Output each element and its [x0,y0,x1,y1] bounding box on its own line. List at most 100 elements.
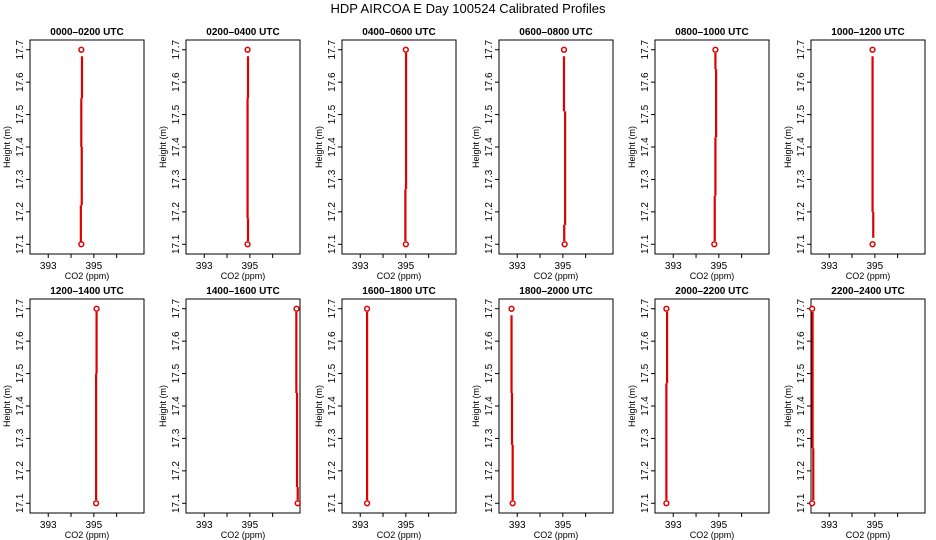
y-tick-label: 17.4 [796,137,807,157]
y-tick-label: 17.1 [15,234,26,254]
y-tick-label: 17.3 [171,428,182,448]
data-point [78,241,85,248]
panel-title: 1600–1800 UTC [362,286,435,297]
x-axis-label: CO2 (ppm) [377,530,422,540]
x-axis-label: CO2 (ppm) [846,530,891,540]
y-tick-label: 17.2 [796,461,807,481]
x-tick-label: 393 [352,520,369,531]
y-axis-label: Height (m) [314,126,324,168]
y-tick-label: 17.7 [796,40,807,60]
y-tick-label: 17.6 [640,331,651,351]
x-axis-label: CO2 (ppm) [690,530,735,540]
x-tick-label: 395 [85,261,102,272]
y-tick-label: 17.4 [484,396,495,416]
y-tick-label: 17.2 [796,202,807,222]
y-tick-label: 17.1 [796,493,807,513]
y-tick-label: 17.3 [15,169,26,189]
y-tick-label: 17.2 [171,202,182,222]
plot-frame [29,298,145,514]
y-tick-label: 17.7 [171,40,182,60]
x-tick-label: 395 [866,261,883,272]
data-point [93,305,100,312]
y-tick-label: 17.5 [640,363,651,383]
x-axis-label: CO2 (ppm) [65,271,110,281]
y-tick-label: 17.7 [15,40,26,60]
data-point [508,305,515,312]
y-axis-label: Height (m) [314,385,324,427]
y-axis-label: Height (m) [2,126,12,168]
y-tick-label: 17.3 [15,428,26,448]
data-point [402,241,409,248]
y-tick-label: 17.1 [327,234,338,254]
y-tick-label: 17.3 [327,169,338,189]
plot-frame [185,298,301,514]
y-tick-label: 17.7 [15,299,26,319]
y-axis-label: Height (m) [471,126,481,168]
x-tick-label: 393 [196,261,213,272]
y-tick-label: 17.2 [15,461,26,481]
y-tick-label: 17.4 [640,396,651,416]
x-tick-label: 395 [710,261,727,272]
y-tick-label: 17.6 [171,331,182,351]
y-tick-label: 17.5 [327,104,338,124]
y-tick-label: 17.4 [15,137,26,157]
plot-frame [810,298,926,514]
data-point [869,46,876,53]
data-point [808,305,816,312]
data-point [363,500,371,507]
y-tick-label: 17.1 [484,493,495,513]
x-tick-label: 393 [40,520,57,531]
y-tick-label: 17.1 [484,234,495,254]
y-tick-label: 17.7 [327,40,338,60]
y-tick-label: 17.5 [640,104,651,124]
plot-frame [341,39,457,255]
y-axis-label: Height (m) [627,385,637,427]
y-tick-label: 17.5 [171,104,182,124]
y-tick-label: 17.6 [484,331,495,351]
y-tick-label: 17.5 [15,104,26,124]
y-tick-label: 17.7 [171,299,182,319]
y-tick-label: 17.2 [327,202,338,222]
data-point [363,305,371,312]
y-tick-label: 17.5 [15,363,26,383]
panel-title: 0000–0200 UTC [50,27,123,38]
x-tick-label: 395 [241,261,258,272]
y-tick-label: 17.4 [796,396,807,416]
y-tick-label: 17.3 [171,169,182,189]
y-tick-label: 17.6 [15,331,26,351]
y-tick-label: 17.6 [640,72,651,92]
data-point [663,500,670,507]
panel-title: 1400–1600 UTC [206,286,279,297]
x-tick-label: 393 [821,520,838,531]
x-tick-label: 393 [665,261,682,272]
data-point [78,46,85,53]
data-point [402,46,409,53]
y-tick-label: 17.2 [640,461,651,481]
y-tick-label: 17.2 [640,202,651,222]
x-tick-label: 393 [509,520,526,531]
x-tick-label: 393 [821,261,838,272]
y-axis-label: Height (m) [158,385,168,427]
x-axis-label: CO2 (ppm) [65,530,110,540]
y-axis-label: Height (m) [627,126,637,168]
x-tick-label: 393 [665,520,682,531]
plot-frame [341,298,457,514]
plot-frame [654,298,770,514]
y-axis-label: Height (m) [2,385,12,427]
y-tick-label: 17.6 [484,72,495,92]
y-tick-label: 17.4 [171,137,182,157]
panel-title: 1800–2000 UTC [519,286,592,297]
x-tick-label: 395 [241,520,258,531]
x-tick-label: 395 [554,261,571,272]
data-point [294,500,301,507]
y-tick-label: 17.7 [484,299,495,319]
y-axis-label: Height (m) [471,385,481,427]
y-tick-label: 17.4 [327,396,338,416]
y-tick-label: 17.1 [640,493,651,513]
y-tick-label: 17.5 [484,104,495,124]
y-tick-label: 17.6 [796,331,807,351]
y-tick-label: 17.3 [484,169,495,189]
y-tick-label: 17.3 [796,169,807,189]
y-tick-label: 17.5 [484,363,495,383]
